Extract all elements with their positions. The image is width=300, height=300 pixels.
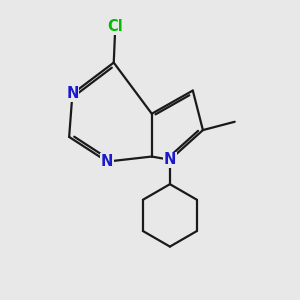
- Text: Cl: Cl: [107, 19, 123, 34]
- Text: N: N: [101, 154, 113, 169]
- Text: N: N: [66, 86, 79, 101]
- Text: N: N: [164, 152, 176, 167]
